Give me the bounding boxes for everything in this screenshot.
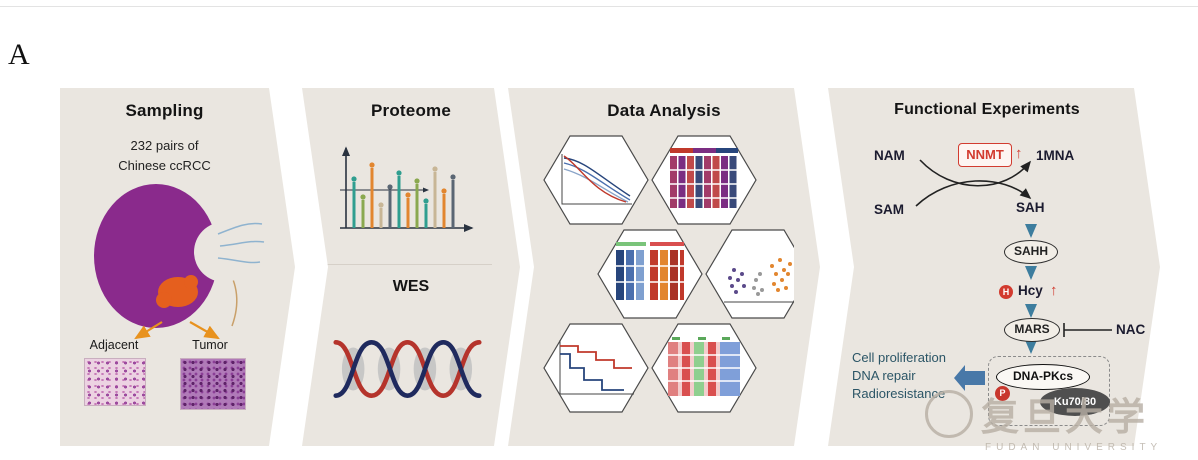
phospho-p-badge: P xyxy=(995,386,1010,401)
hcy-label: Hcy xyxy=(1018,283,1043,298)
nnmt-box: NNMT xyxy=(958,143,1012,167)
histology-adjacent-image xyxy=(84,358,146,406)
arrow-sam-to-sah xyxy=(916,181,1030,206)
data-analysis-hexagons xyxy=(534,134,794,424)
panel-sampling: Sampling 232 pairs of Chinese ccRCC xyxy=(60,88,295,446)
section-divider xyxy=(316,264,492,265)
dna-pkcs-oval: DNA-PKcs xyxy=(996,364,1090,390)
hcy-up-arrow-icon: ↑ xyxy=(1050,282,1058,299)
tumor-label: Tumor xyxy=(192,338,228,352)
outcome-dna-repair: DNA repair xyxy=(852,368,916,383)
panel-proteome: Proteome xyxy=(302,88,520,446)
figure-panel-letter: A xyxy=(8,38,30,71)
arrow-nam-to-1mna xyxy=(920,160,1030,186)
functional-title: Functional Experiments xyxy=(894,101,1080,118)
proteome-title: Proteome xyxy=(370,101,451,120)
watermark-english-text: FUDAN UNIVERSITY xyxy=(985,442,1163,453)
arrow-to-adjacent xyxy=(136,322,162,338)
nam-label: NAM xyxy=(874,148,905,163)
outcome-radioresistance: Radioresistance xyxy=(852,386,946,401)
homocysteine-h-badge: H xyxy=(999,285,1013,299)
watermark: 复旦大学 FUDAN UNIVERSITY xyxy=(925,386,1162,453)
sampling-title: Sampling xyxy=(125,101,204,120)
block-arrow-left xyxy=(954,365,985,391)
hex-group-heatmap xyxy=(598,230,702,318)
dna-strand-navy xyxy=(336,342,480,395)
cohort-line2: Chinese ccRCC xyxy=(118,158,211,173)
kidney-hilum-notch xyxy=(194,222,254,282)
pathway-arrows xyxy=(828,88,1160,446)
top-border-line xyxy=(0,6,1198,7)
hex-oncoprint xyxy=(652,324,756,412)
panel-functional-experiments: Functional Experiments NAM xyxy=(828,88,1160,446)
arrow-to-tumor xyxy=(190,322,218,338)
nnmt-up-arrow-icon: ↑ xyxy=(1015,145,1023,162)
hex-heatmap xyxy=(652,136,756,224)
dna-helix-icon xyxy=(330,328,485,410)
hex-volcano-plot xyxy=(706,230,794,318)
hex-survival-curves xyxy=(544,324,648,412)
panel-data-analysis: Data Analysis xyxy=(508,88,820,446)
sahh-oval: SAHH xyxy=(1004,240,1058,264)
proteome-bar-chart-icon xyxy=(332,140,482,250)
mars-oval: MARS xyxy=(1004,318,1060,342)
tumor-blob xyxy=(156,275,198,308)
sampling-arrows xyxy=(136,322,218,338)
ku70-80-oval: Ku70/80 xyxy=(1040,388,1110,416)
cohort-line1: 232 pairs of xyxy=(130,138,199,153)
nac-inhibition-line xyxy=(1064,323,1112,337)
vessel-lines xyxy=(218,223,264,262)
adjacent-label: Adjacent xyxy=(89,338,139,352)
sam-label: SAM xyxy=(874,202,904,217)
watermark-chinese-text: 复旦大学 xyxy=(981,397,1150,439)
wes-title: WES xyxy=(392,278,430,295)
nac-label: NAC xyxy=(1116,322,1146,337)
histology-tumor-image xyxy=(180,358,246,410)
data-analysis-title: Data Analysis xyxy=(607,101,721,120)
hex-curve-plot xyxy=(544,136,648,224)
dna-strand-red xyxy=(336,342,480,395)
university-seal-icon xyxy=(925,389,973,438)
sah-label: SAH xyxy=(1016,200,1045,215)
lollipop-bars xyxy=(351,162,455,228)
dna-pk-complex-box xyxy=(988,356,1110,426)
kidney-illustration xyxy=(78,174,278,344)
1mna-label: 1MNA xyxy=(1036,148,1075,163)
outcome-cell-proliferation: Cell proliferation xyxy=(852,350,946,365)
